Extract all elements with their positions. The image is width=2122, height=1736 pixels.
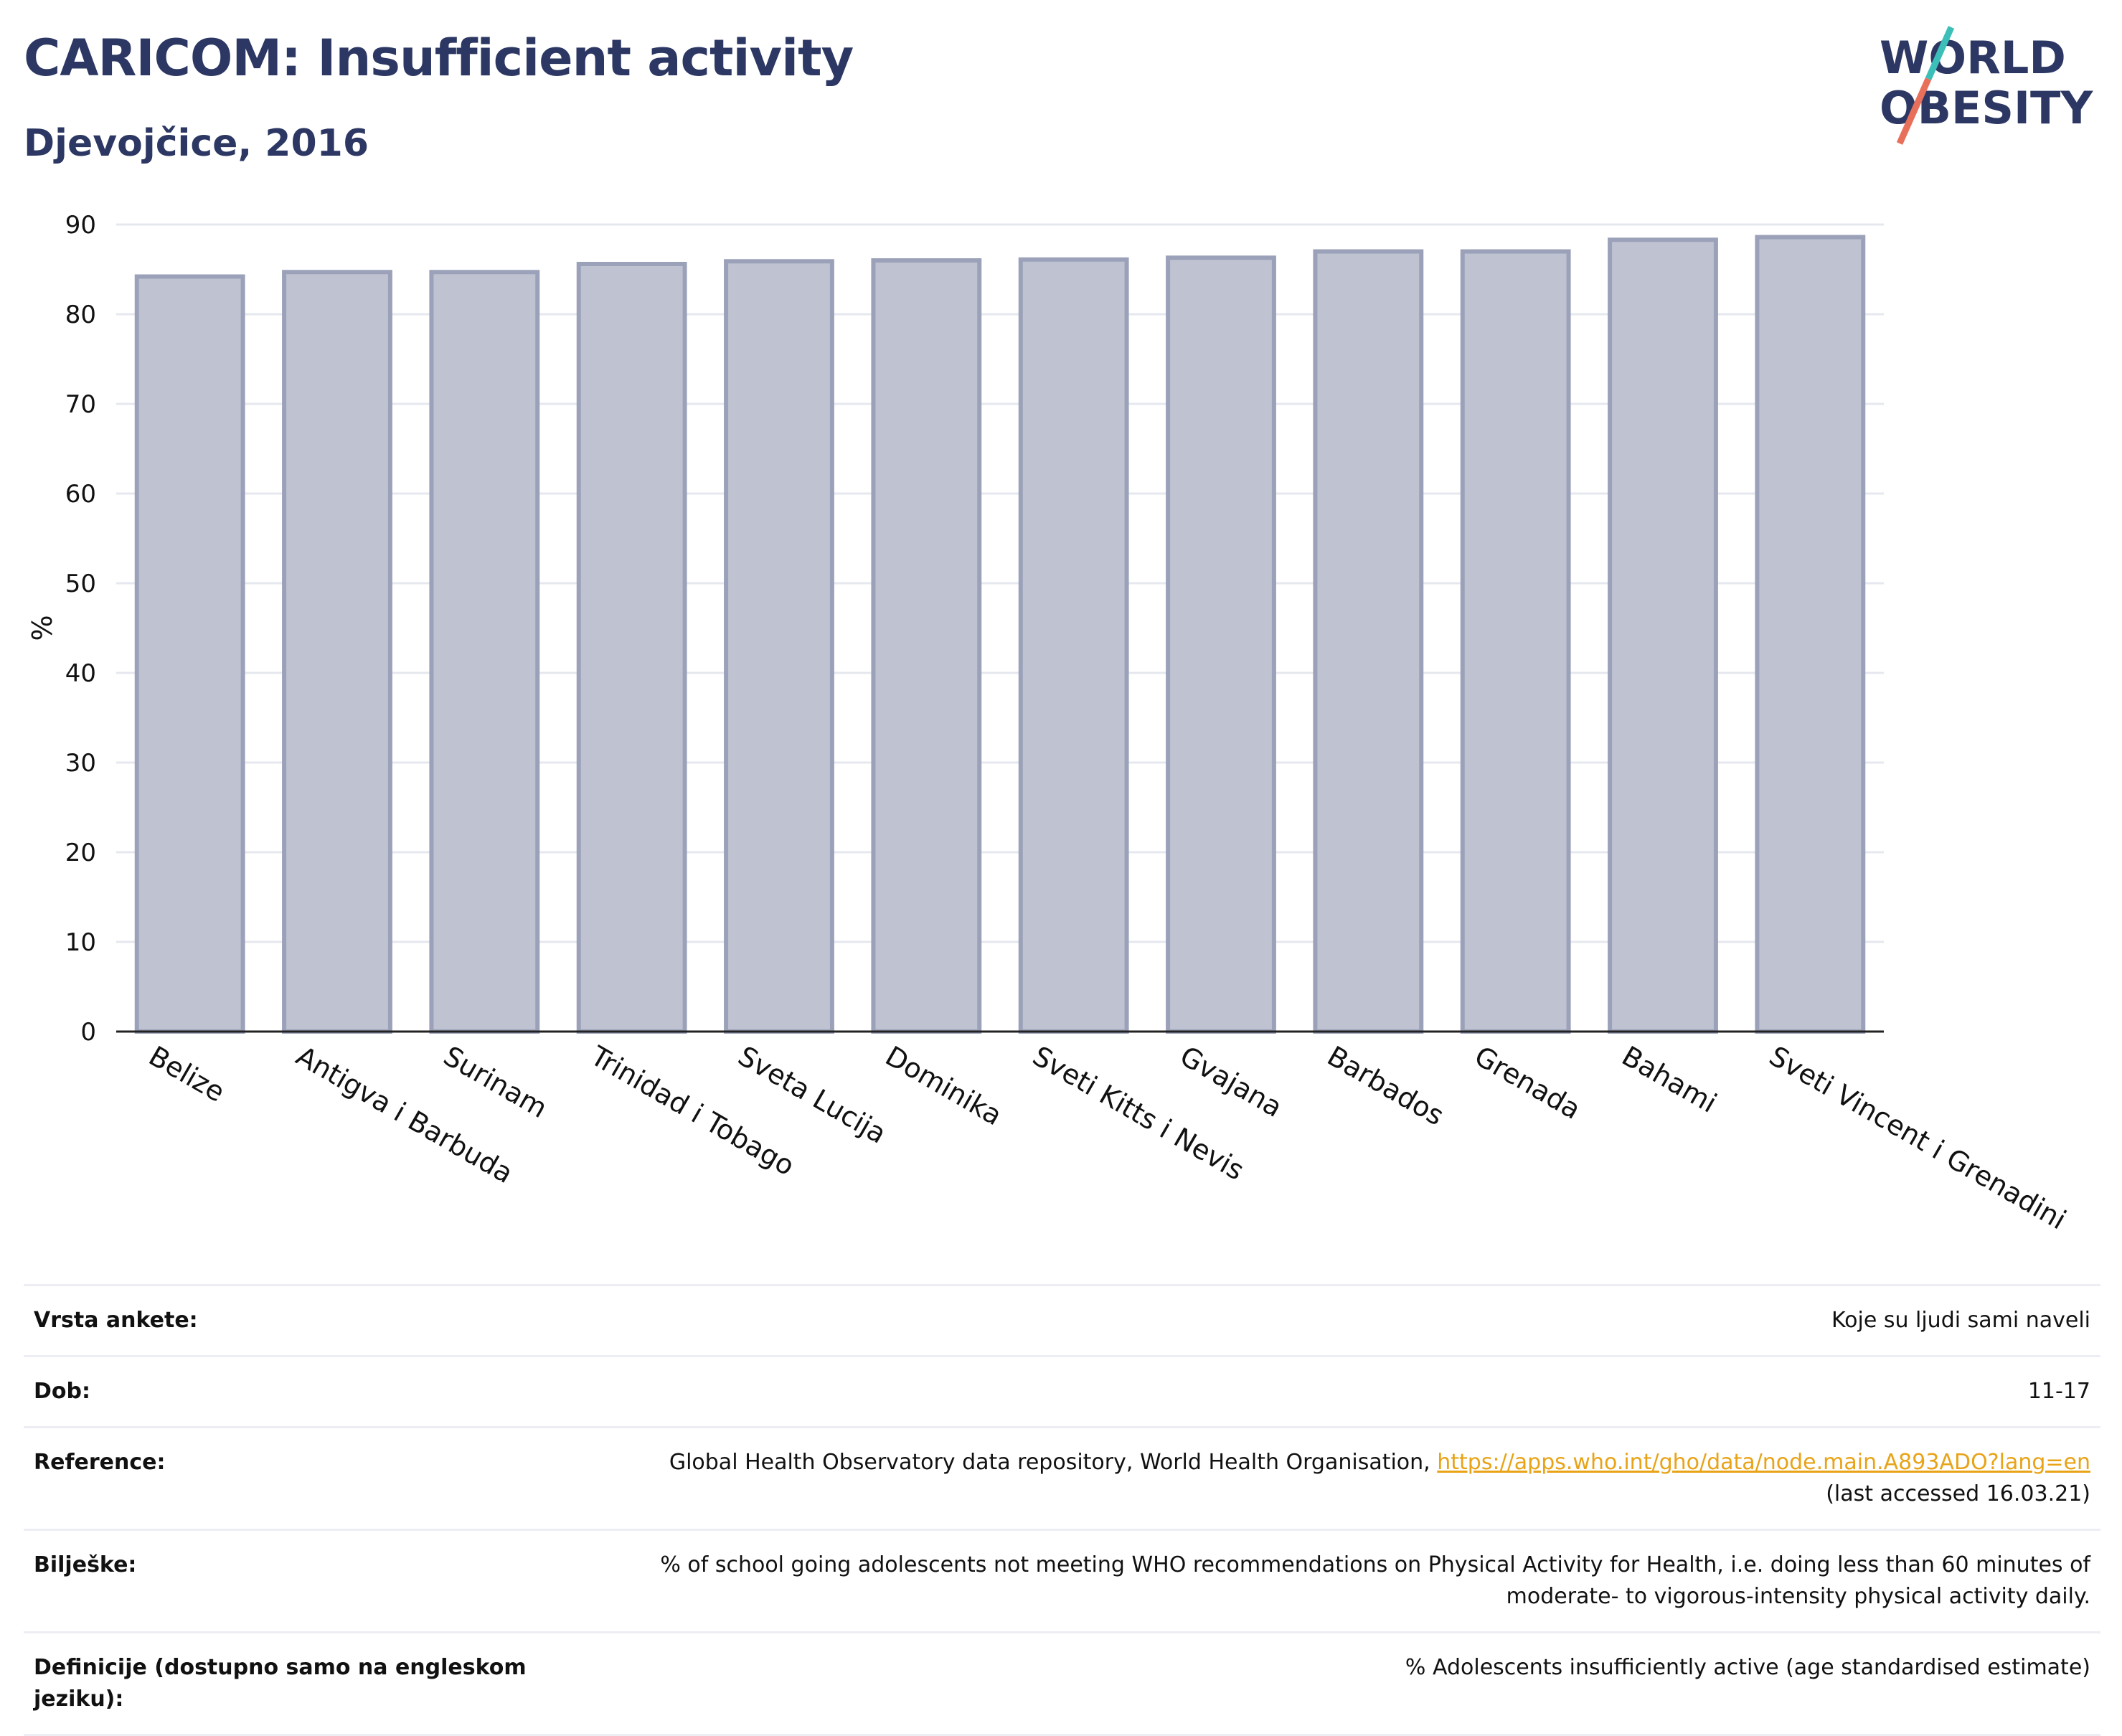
bar [576, 262, 687, 1034]
y-tick-label: 90 [65, 211, 96, 240]
y-tick-label: 10 [65, 928, 96, 957]
y-axis-label: % [27, 615, 58, 641]
bar [429, 270, 540, 1034]
y-tick-label: 70 [65, 390, 96, 419]
chart-subtitle: Djevojčice, 2016 [24, 122, 369, 165]
metadata-table: Vrsta ankete: Koje su ljudi sami naveli … [24, 1284, 2100, 1736]
bar [134, 274, 245, 1034]
bar [1755, 235, 1866, 1034]
bar [1608, 237, 1718, 1034]
bar [1166, 255, 1276, 1034]
x-tick-label: Surinam [438, 1040, 553, 1124]
meta-row-definitions: Definicije (dostupno samo na engleskom j… [24, 1631, 2100, 1736]
meta-label: Vrsta ankete: [34, 1308, 198, 1333]
meta-value: Global Health Observatory data repositor… [669, 1447, 2090, 1510]
meta-label: Reference: [34, 1450, 166, 1475]
y-tick-label: 40 [65, 659, 96, 688]
meta-row-notes: Bilješke: % of school going adolescents … [24, 1529, 2100, 1631]
y-tick-label: 80 [65, 301, 96, 329]
x-tick-label: Belize [143, 1040, 230, 1108]
x-tick-label: Gvajana [1175, 1040, 1288, 1123]
logo-slash-coral [1896, 77, 1932, 145]
x-tick-label: Barbados [1322, 1040, 1450, 1132]
logo-slash-teal [1925, 26, 1955, 80]
y-tick-label: 30 [65, 749, 96, 778]
x-tick-label: Dominika [880, 1040, 1007, 1132]
x-tick-label: Bahami [1617, 1040, 1722, 1119]
bar [282, 270, 392, 1034]
meta-label: Definicije (dostupno samo na engleskom j… [34, 1655, 527, 1712]
bar [1460, 249, 1571, 1034]
meta-value: % of school going adolescents not meetin… [660, 1552, 2090, 1609]
meta-row-reference: Reference: Global Health Observatory dat… [24, 1426, 2100, 1529]
reference-text: Global Health Observatory data repositor… [669, 1450, 1430, 1475]
world-obesity-logo: WORLD OBESITY [1880, 26, 2093, 145]
meta-value: Koje su ljudi sami naveli [1831, 1308, 2090, 1333]
bar [1313, 249, 1424, 1034]
bar [871, 258, 982, 1034]
x-tick-label: Sveti Vincent i Grenadini [1764, 1040, 2072, 1236]
x-tick-label: Grenada [1469, 1040, 1586, 1126]
meta-value: % Adolescents insufficiently active (age… [1405, 1655, 2090, 1680]
meta-label: Bilješke: [34, 1552, 137, 1577]
y-tick-label: 60 [65, 480, 96, 509]
reference-link[interactable]: https://apps.who.int/gho/data/node.main.… [1437, 1450, 2090, 1475]
y-tick-label: 0 [80, 1018, 96, 1047]
logo-line1: WORLD [1880, 32, 2066, 84]
y-tick-label: 50 [65, 570, 96, 598]
meta-label: Dob: [34, 1379, 90, 1404]
reference-accessed: (last accessed 16.03.21) [1826, 1481, 2090, 1506]
meta-row-survey-type: Vrsta ankete: Koje su ljudi sami naveli [24, 1284, 2100, 1355]
y-tick-label: 20 [65, 839, 96, 867]
meta-row-age: Dob: 11-17 [24, 1355, 2100, 1426]
bar [724, 259, 834, 1034]
chart-title: CARICOM: Insufficient activity [24, 29, 854, 88]
meta-value: 11-17 [2027, 1379, 2090, 1404]
bar [1018, 257, 1129, 1034]
